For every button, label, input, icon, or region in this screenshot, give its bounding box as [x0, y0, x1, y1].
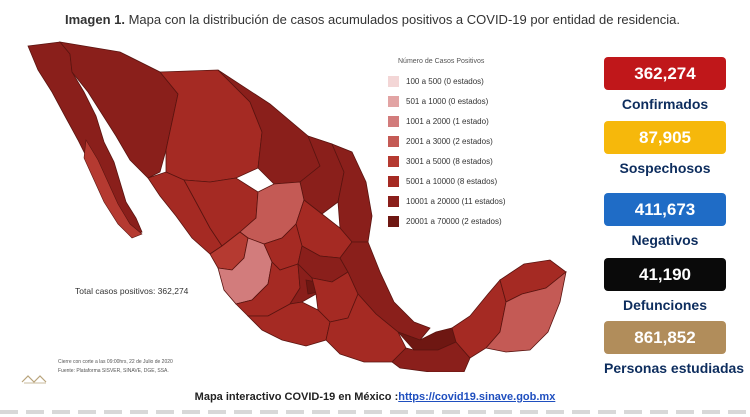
legend-label: 2001 a 3000 (2 estados) [406, 136, 493, 146]
legend-label: 1001 a 2000 (1 estado) [406, 116, 489, 126]
legend-swatch [388, 175, 399, 187]
stat-personas-estudiadas: 861,852 Personas estudiadas [604, 321, 745, 376]
total-cases-label: Total casos positivos: 362,274 [75, 286, 189, 296]
footnote-source: Fuente: Plataforma SISVER, SINAVE, DGE, … [58, 368, 169, 374]
stat-label-negativos: Negativos [631, 232, 699, 248]
stat-confirmados: 362,274 Confirmados [604, 57, 726, 112]
title-label: Imagen 1. [65, 12, 125, 27]
stat-label-sospechosos: Sospechosos [619, 160, 711, 176]
map-region-baja-california-sur [83, 139, 143, 239]
legend-item: 20001 a 70000 (2 estados) [388, 211, 588, 231]
cropped-text-line [0, 410, 750, 414]
stat-label-defunciones: Defunciones [622, 297, 707, 313]
page-title: Imagen 1. Mapa con la distribución de ca… [65, 12, 680, 27]
legend-label: 20001 a 70000 (2 estados) [406, 216, 502, 226]
legend-label: 100 a 500 (0 estados) [406, 76, 484, 86]
stat-label-confirmados: Confirmados [621, 96, 709, 112]
stat-label-personas-estudiadas: Personas estudiadas [604, 360, 745, 376]
ssa-logo-icon [21, 375, 47, 384]
legend-item: 1001 a 2000 (1 estado) [388, 111, 588, 131]
interactive-map-caption: Mapa interactivo COVID-19 en México :htt… [0, 391, 750, 403]
legend-item: 100 a 500 (0 estados) [388, 71, 588, 91]
stat-negativos: 411,673 Negativos [604, 193, 726, 248]
legend-item: 10001 a 20000 (11 estados) [388, 191, 588, 211]
legend-item: 3001 a 5000 (8 estados) [388, 151, 588, 171]
map-legend: Número de Casos Positivos 100 a 500 (0 e… [388, 58, 588, 231]
stat-value-personas-estudiadas: 861,852 [604, 321, 726, 354]
legend-swatch [388, 75, 399, 87]
legend-label: 10001 a 20000 (11 estados) [406, 196, 506, 206]
legend-item: 2001 a 3000 (2 estados) [388, 131, 588, 151]
stat-value-negativos: 411,673 [604, 193, 726, 226]
legend-item: 5001 a 10000 (8 estados) [388, 171, 588, 191]
stat-value-defunciones: 41,190 [604, 258, 726, 291]
map-region-quintana-roo [485, 271, 567, 353]
legend-item: 501 a 1000 (0 estados) [388, 91, 588, 111]
legend-swatch [388, 215, 399, 227]
stat-defunciones: 41,190 Defunciones [604, 258, 726, 313]
legend-title: Número de Casos Positivos [398, 58, 485, 65]
map-region-baja-california [27, 41, 143, 237]
interactive-map-text: Mapa interactivo COVID-19 en México : [194, 391, 399, 403]
legend-label: 5001 a 10000 (8 estados) [406, 176, 498, 186]
legend-label: 3001 a 5000 (8 estados) [406, 156, 493, 166]
mexico-map [27, 41, 567, 372]
legend-label: 501 a 1000 (0 estados) [406, 96, 489, 106]
stat-value-confirmados: 362,274 [604, 57, 726, 90]
legend-swatch [388, 95, 399, 107]
legend-swatch [388, 115, 399, 127]
stat-value-sospechosos: 87,905 [604, 121, 726, 154]
legend-swatch [388, 135, 399, 147]
legend-swatch [388, 195, 399, 207]
legend-swatch [388, 155, 399, 167]
interactive-map-link[interactable]: https://covid19.sinave.gob.mx [398, 391, 556, 403]
map-region-chiapas [391, 341, 471, 372]
map-region-chihuahua [159, 69, 263, 183]
title-text: Mapa con la distribución de casos acumul… [128, 12, 680, 27]
stat-sospechosos: 87,905 Sospechosos [604, 121, 726, 176]
footnote-cutoff: Cierre con corte a las 09:00hrs, 22 de J… [58, 359, 173, 365]
